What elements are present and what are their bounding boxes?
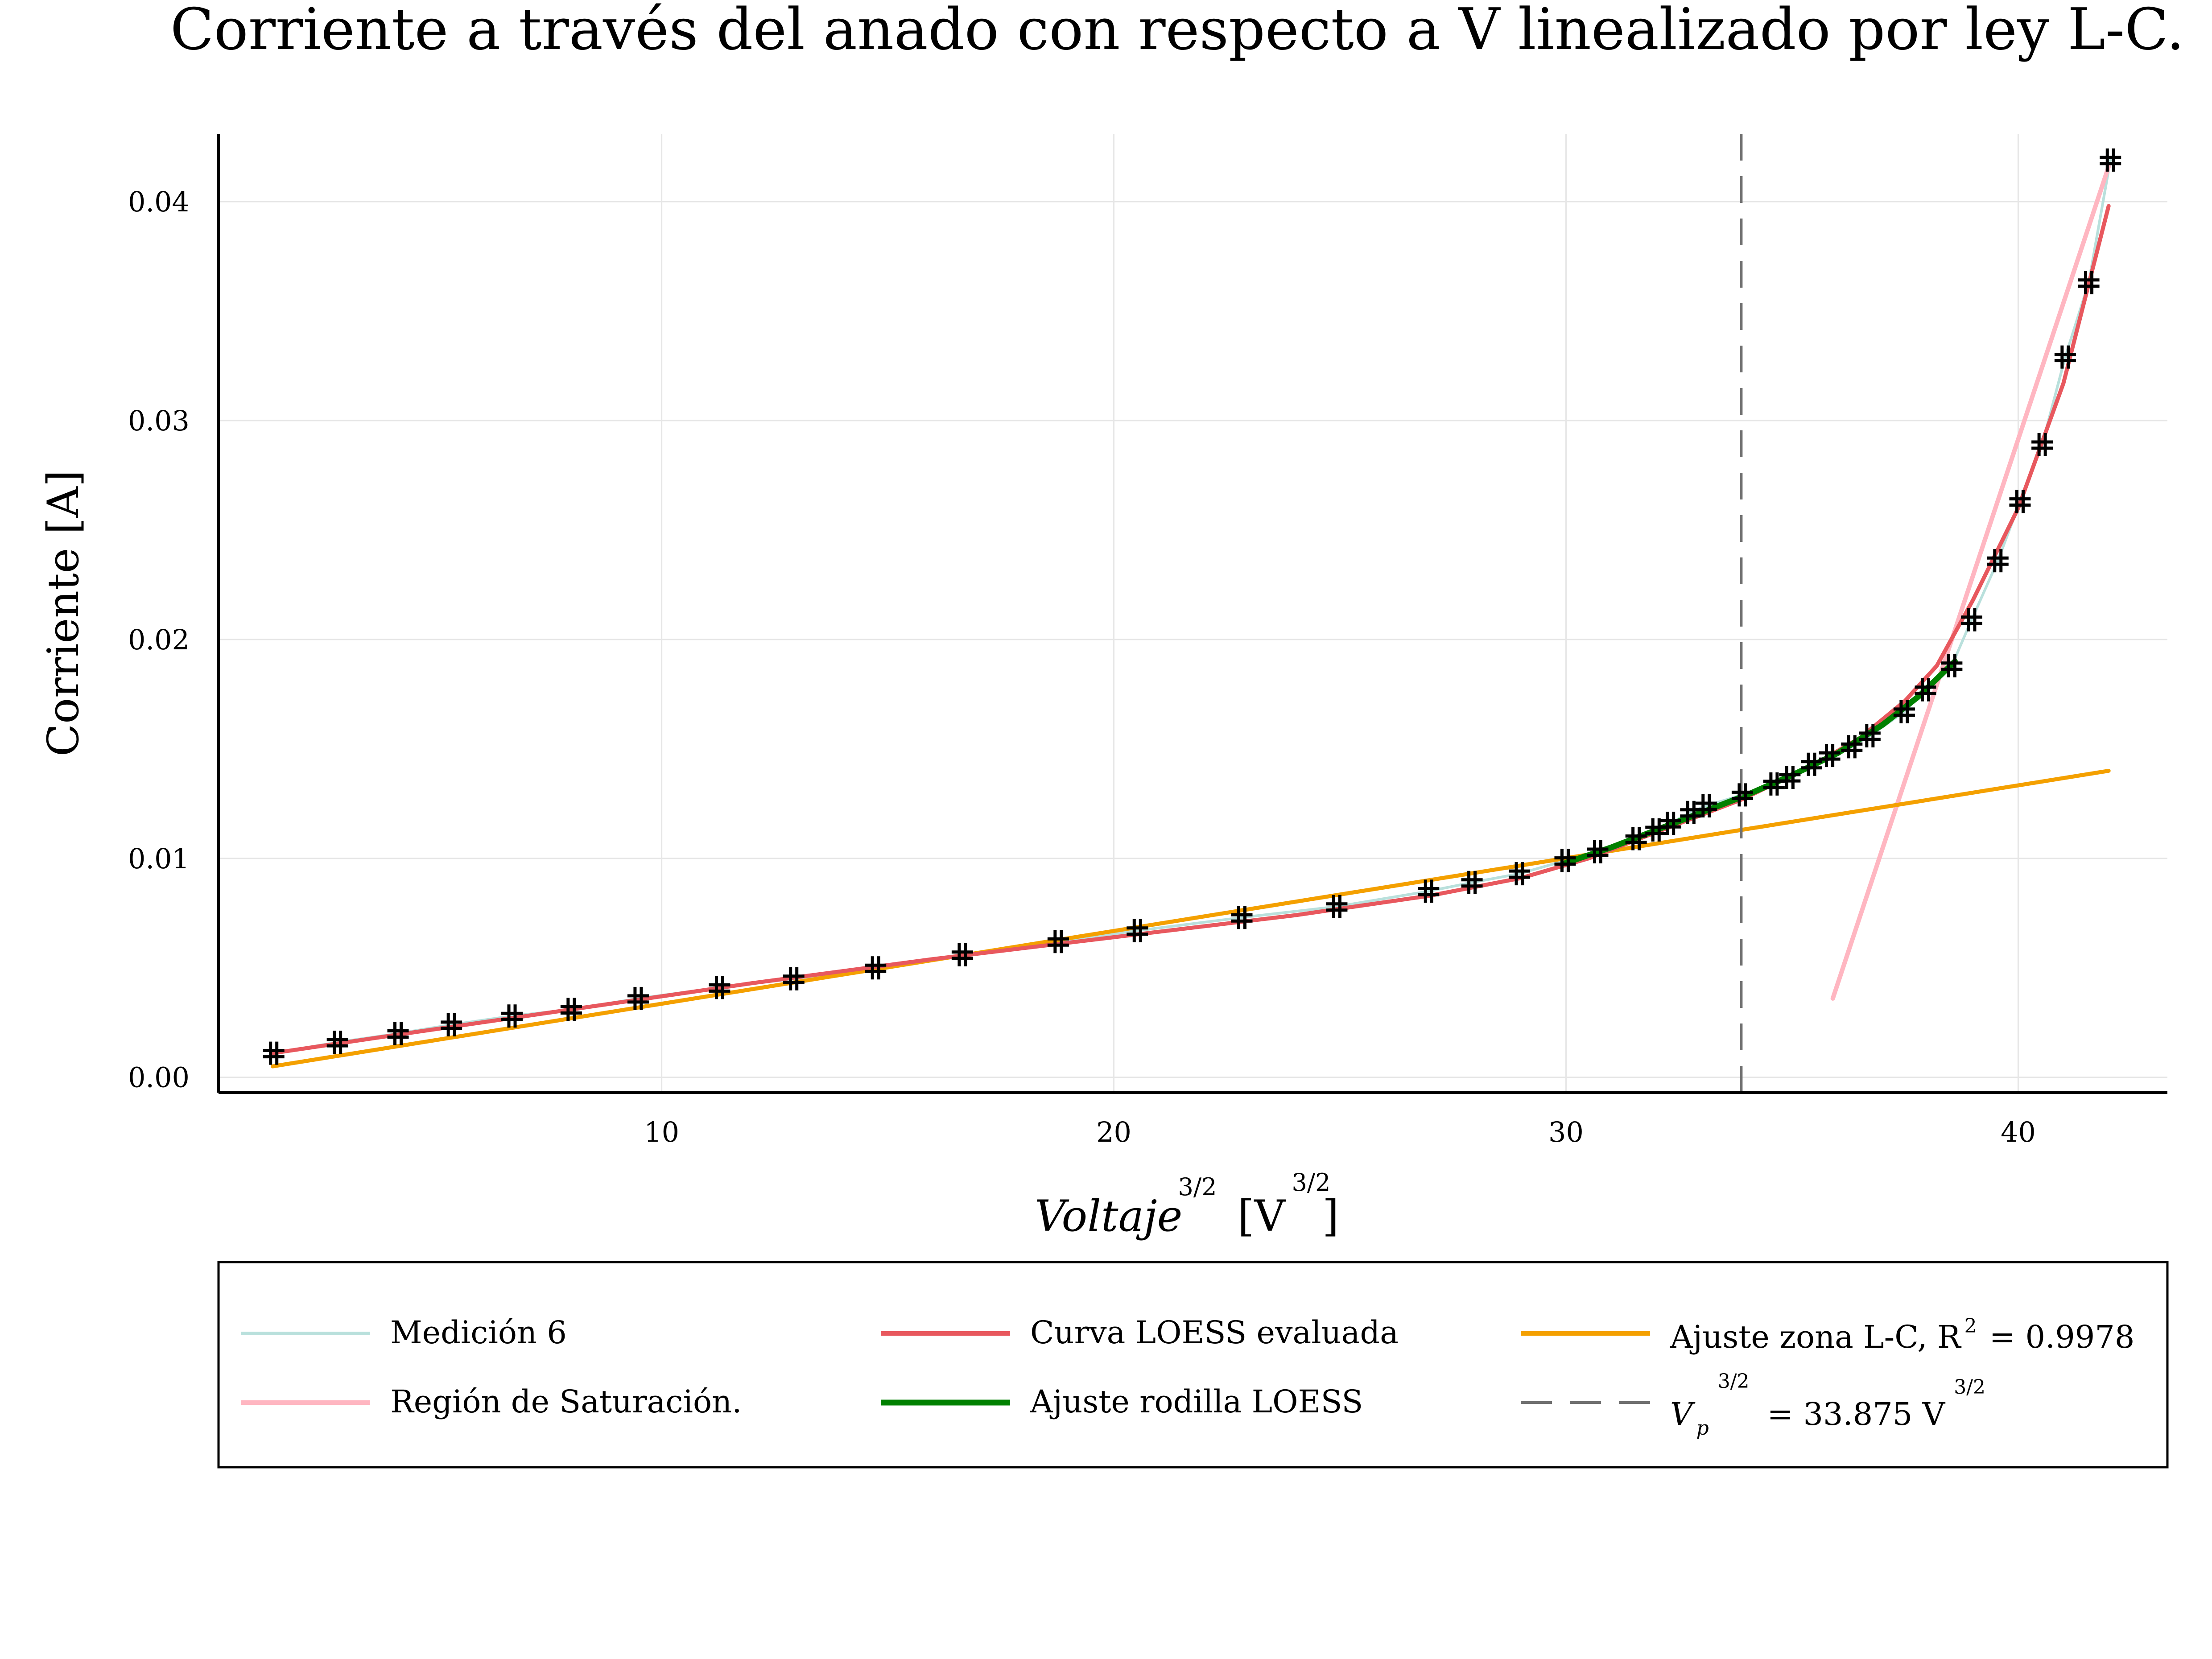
data-point-marker: [1659, 812, 1681, 835]
legend-vp-tail: = 33.875 V: [1767, 1396, 1946, 1432]
x-tick-label: 20: [1096, 1116, 1131, 1148]
data-point-marker: [951, 943, 973, 966]
data-point-marker: [1893, 700, 1915, 723]
data-point-marker: [263, 1041, 285, 1065]
series-saturacion-line: [1830, 164, 2111, 1001]
legend-vp-exp: 3/2: [1718, 1370, 1750, 1393]
data-point-marker: [1461, 871, 1483, 894]
x-axis-label-exp: 3/2: [1178, 1173, 1217, 1201]
legend-label-medicion: Medición 6: [390, 1314, 567, 1351]
data-point-marker: [441, 1013, 462, 1036]
y-tick-label: 0.00: [128, 1061, 190, 1094]
data-point-marker: [387, 1022, 409, 1045]
legend-frame: [217, 1261, 2169, 1469]
legend: Medición 6 Región de Saturación. Curva L…: [217, 1261, 2169, 1469]
legend-label-rodilla: Ajuste rodilla LOESS: [1030, 1383, 1363, 1420]
data-point-marker: [1859, 724, 1881, 747]
x-tick-label: 10: [644, 1116, 679, 1148]
x-axis-label-unit-exp: 3/2: [1292, 1168, 1331, 1197]
data-point-marker: [2009, 490, 2031, 513]
legend-vp-tail-exp: 3/2: [1954, 1376, 1985, 1399]
legend-label-ajuste-lc: Ajuste zona L-C, R 2 = 0.9978: [1670, 1315, 2134, 1355]
data-point-marker: [1960, 608, 1982, 631]
series-rodilla-line: [1563, 658, 1958, 866]
data-point-marker: [2054, 345, 2076, 369]
legend-vp-sub: p: [1696, 1417, 1709, 1440]
data-point-marker: [1418, 879, 1440, 903]
data-point-marker: [1987, 549, 2009, 573]
x-axis-label-unit: [V: [1238, 1191, 1286, 1241]
data-point-marker: [1695, 794, 1717, 817]
data-point-marker: [1587, 840, 1609, 864]
data-point-marker: [560, 998, 582, 1021]
data-point-marker: [709, 976, 730, 999]
data-point-marker: [2100, 148, 2121, 172]
data-point-marker: [1047, 930, 1069, 953]
series-loess-line: [271, 204, 2111, 1056]
legend-label-loess: Curva LOESS evaluada: [1030, 1314, 1399, 1351]
data-point-marker: [783, 967, 805, 990]
x-tick-label: 40: [2001, 1116, 2036, 1148]
series-ajuste-lc-line: [271, 768, 2111, 1069]
data-point-marker: [1915, 678, 1936, 702]
chart-title: Corriente a través del anado con respect…: [170, 0, 2185, 63]
data-point-marker: [1625, 827, 1647, 850]
y-tick-label: 0.04: [128, 186, 190, 218]
tick-labels: 10 20 30 40 0.00 0.01 0.02 0.03 0.04: [128, 186, 2036, 1148]
y-tick-label: 0.02: [128, 623, 190, 656]
gridlines: [219, 134, 2167, 1093]
legend-vp-main: V: [1670, 1396, 1696, 1432]
y-tick-label: 0.01: [128, 842, 190, 875]
data-point-marker: [1941, 654, 1963, 677]
data-point-marker: [1731, 783, 1753, 807]
x-axis-label-close: ]: [1322, 1191, 1339, 1241]
y-tick-label: 0.03: [128, 404, 190, 437]
series-layer: [263, 134, 2121, 1093]
data-point-marker: [1326, 895, 1348, 918]
legend-label-saturacion: Región de Saturación.: [390, 1383, 742, 1420]
data-point-marker: [865, 956, 887, 980]
x-tick-label: 30: [1548, 1116, 1584, 1148]
data-point-marker: [1841, 735, 1863, 759]
data-point-marker: [1779, 766, 1801, 789]
data-point-marker: [326, 1031, 348, 1054]
data-point-marker: [1554, 849, 1576, 872]
legend-ajuste-lc-tail: = 0.9978: [1989, 1319, 2135, 1355]
data-point-marker: [501, 1004, 523, 1028]
y-axis-label: Corriente [A]: [38, 470, 88, 757]
x-axis-label-base: Voltaje: [1035, 1191, 1182, 1241]
data-point-marker: [2078, 271, 2100, 294]
data-point-marker: [627, 986, 649, 1010]
data-point-marker: [1509, 862, 1531, 886]
legend-ajuste-lc-text: Ajuste zona L-C, R: [1670, 1319, 1962, 1355]
data-point-marker: [1819, 744, 1841, 768]
axes: [217, 134, 2167, 1094]
data-point-marker: [1801, 752, 1823, 776]
x-axis-label: Voltaje 3/2 [V 3/2 ]: [1035, 1168, 1339, 1241]
data-point-marker: [1127, 919, 1148, 942]
legend-ajuste-lc-sup: 2: [1964, 1315, 1977, 1337]
data-point-marker: [2031, 433, 2053, 457]
data-point-marker: [1231, 906, 1253, 929]
